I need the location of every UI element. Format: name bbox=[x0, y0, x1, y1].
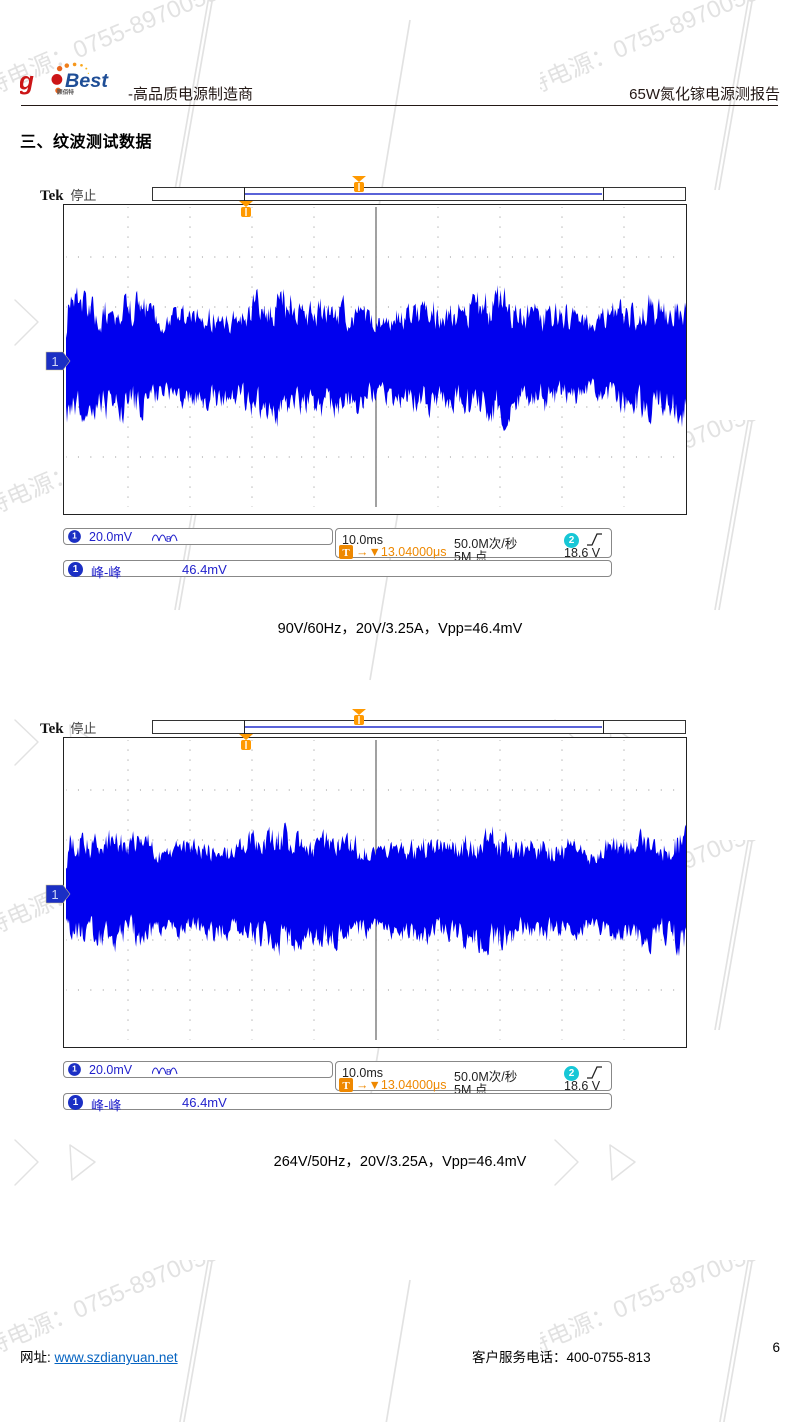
svg-text:1: 1 bbox=[51, 354, 58, 369]
svg-text:g: g bbox=[20, 69, 34, 96]
svg-text:T: T bbox=[342, 1080, 350, 1092]
svg-text:Best: Best bbox=[65, 70, 109, 92]
svg-text:1: 1 bbox=[51, 887, 58, 902]
svg-text:T: T bbox=[342, 547, 350, 559]
